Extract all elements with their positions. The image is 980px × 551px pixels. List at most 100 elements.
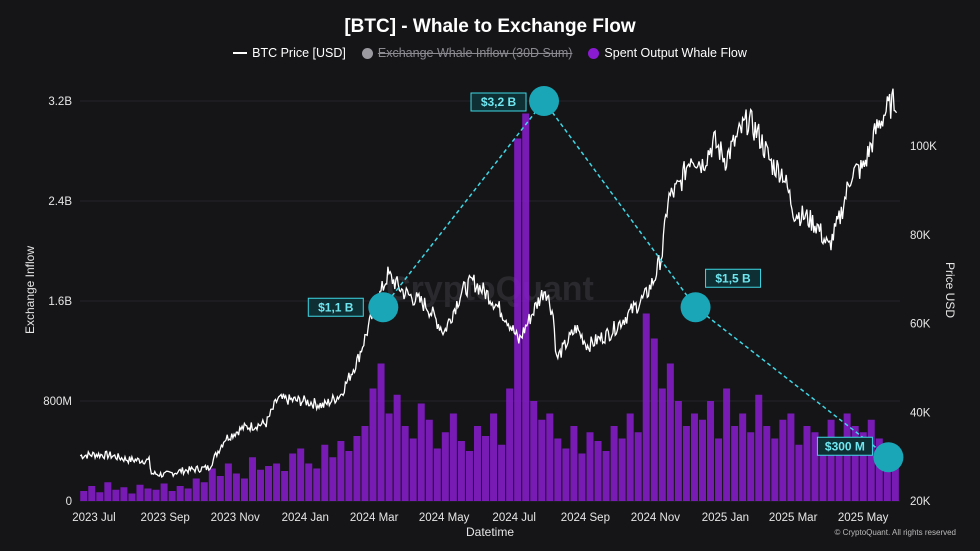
legend-item-exchange-whale-inflow[interactable]: Exchange Whale Inflow (30D Sum) bbox=[361, 46, 573, 60]
x-tick-label: 2024 Mar bbox=[350, 512, 399, 524]
bar-spent-output-whale-flow bbox=[650, 338, 658, 501]
bar-spent-output-whale-flow bbox=[642, 313, 650, 501]
y-left-tick-label: 1.6B bbox=[48, 296, 72, 308]
dot-swatch-icon bbox=[361, 47, 373, 59]
annotation-label: $1,1 B bbox=[318, 300, 354, 314]
bar-spent-output-whale-flow bbox=[626, 413, 634, 501]
bar-spent-output-whale-flow bbox=[578, 453, 586, 501]
bar-spent-output-whale-flow bbox=[321, 444, 329, 501]
bar-spent-output-whale-flow bbox=[152, 489, 160, 501]
bar-spent-output-whale-flow bbox=[449, 413, 457, 501]
bar-spent-output-whale-flow bbox=[337, 441, 345, 501]
bar-spent-output-whale-flow bbox=[473, 426, 481, 501]
annotation-marker bbox=[873, 442, 904, 473]
bar-spent-output-whale-flow bbox=[345, 451, 353, 501]
bar-spent-output-whale-flow bbox=[168, 491, 176, 501]
bar-spent-output-whale-flow bbox=[594, 441, 602, 501]
bar-spent-output-whale-flow bbox=[465, 451, 473, 501]
annotation-dashed-line bbox=[543, 100, 697, 308]
bar-spent-output-whale-flow bbox=[128, 493, 136, 501]
bar-spent-output-whale-flow bbox=[265, 466, 273, 501]
legend-item-btc-price[interactable]: BTC Price [USD] bbox=[233, 46, 346, 60]
x-tick-label: 2024 Nov bbox=[631, 512, 680, 524]
bar-spent-output-whale-flow bbox=[739, 413, 747, 501]
bar-spent-output-whale-flow bbox=[297, 448, 305, 501]
bar-spent-output-whale-flow bbox=[353, 436, 361, 501]
bar-spent-output-whale-flow bbox=[554, 438, 562, 501]
annotation-marker bbox=[680, 292, 711, 323]
y-left-tick-label: 0 bbox=[66, 496, 72, 508]
bar-spent-output-whale-flow bbox=[883, 444, 891, 501]
bar-spent-output-whale-flow bbox=[409, 438, 417, 501]
bar-spent-output-whale-flow bbox=[257, 469, 265, 501]
bar-spent-output-whale-flow bbox=[385, 413, 393, 501]
bar-spent-output-whale-flow bbox=[610, 426, 618, 501]
bar-spent-output-whale-flow bbox=[851, 426, 859, 501]
bar-spent-output-whale-flow bbox=[602, 451, 610, 501]
bar-spent-output-whale-flow bbox=[176, 486, 184, 501]
annotation-label-box bbox=[816, 436, 873, 456]
bar-spent-output-whale-flow bbox=[586, 432, 594, 501]
bar-spent-output-whale-flow bbox=[674, 401, 682, 501]
bar-spent-output-whale-flow bbox=[827, 419, 835, 501]
y-left-axis-label: Exchange Inflow bbox=[23, 246, 37, 334]
bar-spent-output-whale-flow bbox=[867, 419, 875, 501]
annotation-label: $1,5 B bbox=[715, 271, 751, 285]
bar-spent-output-whale-flow bbox=[715, 438, 723, 501]
bar-spent-output-whale-flow bbox=[522, 113, 530, 501]
bar-spent-output-whale-flow bbox=[216, 476, 224, 501]
bar-spent-output-whale-flow bbox=[433, 448, 441, 501]
x-tick-label: 2023 Jul bbox=[72, 512, 115, 524]
x-tick-label: 2023 Nov bbox=[211, 512, 260, 524]
chart-title: [BTC] - Whale to Exchange Flow bbox=[344, 16, 636, 37]
x-axis-label: Datetime bbox=[466, 525, 514, 539]
x-tick-label: 2024 Jul bbox=[492, 512, 535, 524]
bar-spent-output-whale-flow bbox=[490, 413, 498, 501]
dot-swatch-icon bbox=[588, 47, 600, 59]
y-right-tick-label: 40K bbox=[910, 407, 931, 419]
annotation-dashed-line bbox=[382, 100, 545, 308]
x-tick-label: 2024 May bbox=[419, 512, 470, 524]
bar-spent-output-whale-flow bbox=[819, 438, 827, 501]
bar-spent-output-whale-flow bbox=[393, 394, 401, 501]
bar-spent-output-whale-flow bbox=[401, 426, 409, 501]
bar-spent-output-whale-flow bbox=[795, 444, 803, 501]
annotation-label-box bbox=[470, 92, 527, 112]
bar-spent-output-whale-flow bbox=[377, 363, 385, 501]
bar-spent-output-whale-flow bbox=[361, 426, 369, 501]
annotation-dashed-line bbox=[695, 306, 889, 458]
bar-spent-output-whale-flow bbox=[562, 448, 570, 501]
bar-spent-output-whale-flow bbox=[232, 473, 240, 501]
bar-spent-output-whale-flow bbox=[441, 432, 449, 501]
bar-spent-output-whale-flow bbox=[224, 463, 232, 501]
x-tick-label: 2024 Jan bbox=[282, 512, 329, 524]
bar-spent-output-whale-flow bbox=[666, 363, 674, 501]
bar-spent-output-whale-flow bbox=[658, 388, 666, 501]
y-right-axis-label: Price USD bbox=[943, 262, 957, 318]
bar-spent-output-whale-flow bbox=[281, 471, 289, 501]
bar-spent-output-whale-flow bbox=[160, 483, 168, 501]
bar-spent-output-whale-flow bbox=[546, 413, 554, 501]
bar-spent-output-whale-flow bbox=[417, 403, 425, 501]
bar-spent-output-whale-flow bbox=[779, 419, 787, 501]
legend-label: Exchange Whale Inflow (30D Sum) bbox=[377, 46, 573, 60]
annotation-label: $300 M bbox=[825, 439, 865, 453]
bar-spent-output-whale-flow bbox=[96, 492, 104, 501]
bar-spent-output-whale-flow bbox=[570, 426, 578, 501]
legend-item-spent-output-whale-flow[interactable]: Spent Output Whale Flow bbox=[588, 46, 747, 60]
bar-spent-output-whale-flow bbox=[634, 432, 642, 501]
annotation-label: $3,2 B bbox=[481, 95, 517, 109]
bar-spent-output-whale-flow bbox=[112, 489, 120, 501]
legend: BTC Price [USD] Exchange Whale Inflow (3… bbox=[0, 46, 980, 60]
bar-spent-output-whale-flow bbox=[618, 438, 626, 501]
bar-spent-output-whale-flow bbox=[329, 457, 337, 501]
y-left-tick-label: 800M bbox=[43, 396, 72, 408]
bar-spent-output-whale-flow bbox=[305, 463, 313, 501]
bar-spent-output-whale-flow bbox=[184, 488, 192, 501]
bar-spent-output-whale-flow bbox=[192, 478, 200, 501]
bar-spent-output-whale-flow bbox=[425, 419, 433, 501]
annotation-marker bbox=[368, 292, 399, 323]
bar-spent-output-whale-flow bbox=[731, 426, 739, 501]
bar-spent-output-whale-flow bbox=[136, 484, 144, 501]
